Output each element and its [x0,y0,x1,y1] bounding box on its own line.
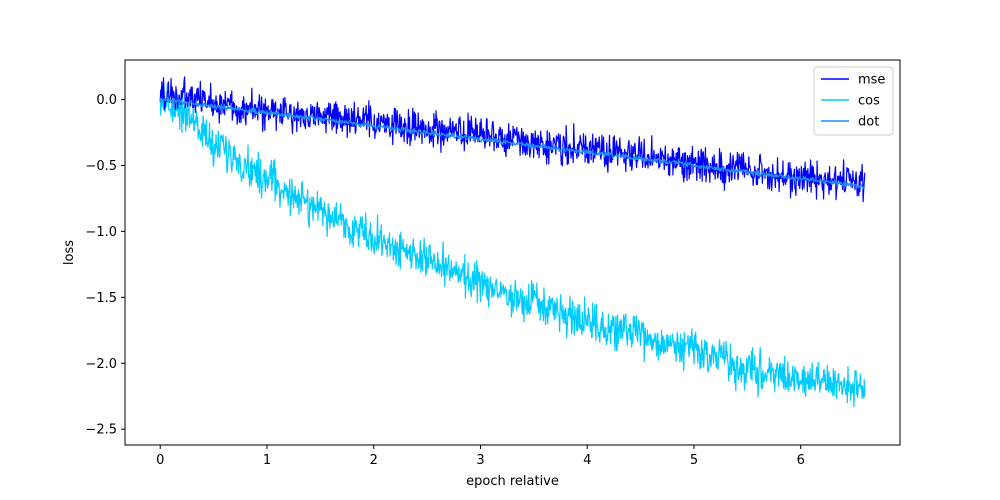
legend-label-dot: dot [858,115,879,130]
x-axis-label: epoch relative [466,474,559,489]
x-tick-label: 0 [156,453,164,468]
x-tick-label: 1 [263,453,271,468]
x-tick-label: 2 [370,453,378,468]
y-tick-label: 0.0 [96,93,117,108]
legend-label-mse: mse [858,73,885,88]
plot-frame [124,59,901,446]
series-line-dot [159,97,866,190]
y-axis: 0.0 −0.5 −1.0 −1.5 −2.0 −2.5 [85,93,125,438]
x-tick-label: 5 [690,453,698,468]
y-tick-label: −1.0 [85,225,117,240]
legend-box [813,66,894,136]
y-tick-label: −0.5 [85,159,117,174]
legend-label-cos: cos [858,94,880,109]
y-axis-label: loss [62,240,77,265]
series-line-cos [159,82,866,408]
series-layer [159,76,866,408]
y-tick-label: −2.5 [85,423,117,438]
x-tick-label: 4 [583,453,591,468]
x-tick-label: 6 [797,453,805,468]
y-tick-label: −1.5 [85,291,117,306]
x-axis: 0 1 2 3 4 5 6 [156,445,805,468]
x-tick-label: 3 [476,453,484,468]
legend: mse cos dot [813,66,894,136]
y-tick-label: −2.0 [85,357,117,372]
